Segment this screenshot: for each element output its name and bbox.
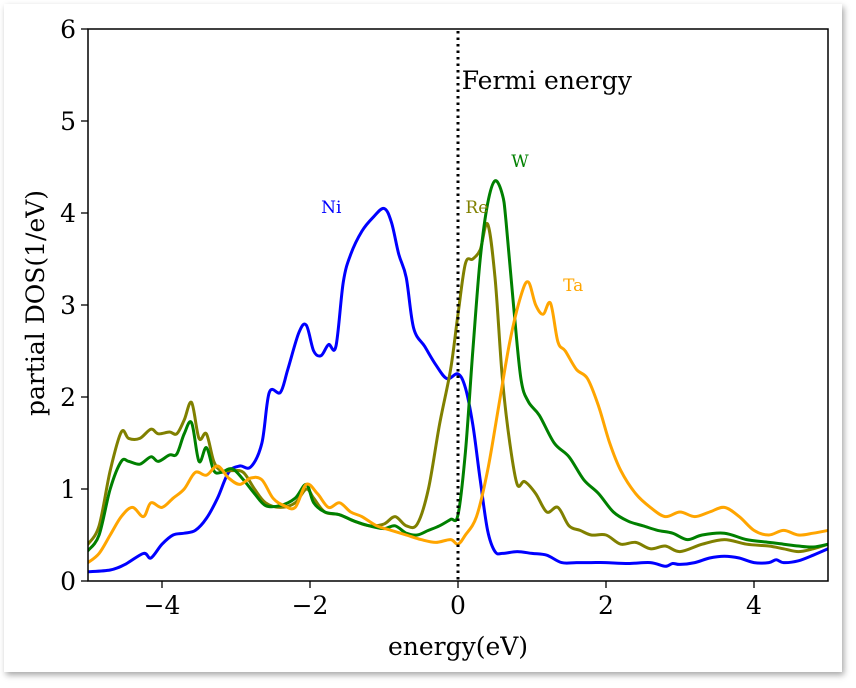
series-label-ta: Ta — [563, 276, 583, 296]
y-axis-label: partial DOS(1/eV) — [21, 190, 50, 416]
y-axis-ticks: 0 1 2 3 4 5 6 — [60, 15, 88, 596]
series-label-ni: Ni — [321, 198, 342, 218]
x-tick-label: 0 — [450, 591, 466, 620]
x-axis-label: energy(eV) — [388, 632, 528, 661]
y-tick-label: 5 — [60, 107, 76, 136]
series-line-ni — [88, 206, 828, 574]
series-line-re — [88, 222, 828, 554]
series-label-re: Re — [465, 198, 488, 218]
x-tick-label: 2 — [598, 591, 614, 620]
x-tick-label: −2 — [292, 591, 329, 620]
series-label-w: W — [511, 152, 529, 172]
x-tick-label: 4 — [746, 591, 762, 620]
series-line-ta — [88, 280, 828, 565]
fermi-energy-label: Fermi energy — [462, 66, 633, 95]
series-line-w — [88, 179, 828, 553]
y-tick-label: 1 — [60, 475, 76, 504]
y-tick-label: 3 — [60, 291, 76, 320]
x-tick-label: −4 — [144, 591, 181, 620]
series-layer — [88, 179, 828, 574]
y-tick-label: 6 — [60, 15, 76, 44]
y-tick-label: 4 — [60, 199, 76, 228]
y-tick-label: 0 — [60, 567, 76, 596]
x-axis-ticks: −4 −2 0 2 4 — [144, 581, 762, 620]
y-tick-label: 2 — [60, 383, 76, 412]
series-labels: Ni Re W Ta — [321, 152, 583, 296]
